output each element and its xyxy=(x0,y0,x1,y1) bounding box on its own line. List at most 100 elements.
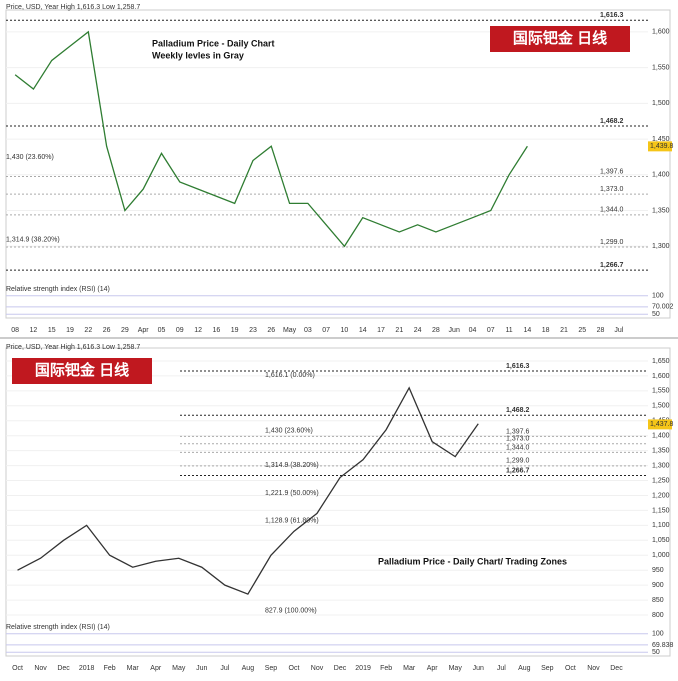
x-tick-label: 28 xyxy=(597,327,605,334)
x-tick-label: Jul xyxy=(497,665,506,672)
y-tick-label: 1,200 xyxy=(652,492,670,499)
x-tick-label: 26 xyxy=(267,327,275,334)
x-tick-label: 18 xyxy=(542,327,550,334)
x-tick-label: 12 xyxy=(30,327,38,334)
x-tick-label: May xyxy=(172,665,186,672)
x-tick-label: Dec xyxy=(334,665,347,672)
fib-label: 1,616.1 (0.00%) xyxy=(265,372,315,379)
level-label: 1,266.7 xyxy=(600,262,623,269)
fib-label: 827.9 (100.00%) xyxy=(265,608,317,615)
y-tick-label: 800 xyxy=(652,612,664,619)
level-label: 1,397.6 xyxy=(506,428,529,435)
x-tick-label: Dec xyxy=(610,665,623,672)
x-tick-label: 10 xyxy=(341,327,349,334)
x-tick-label: Sep xyxy=(541,665,554,672)
level-label: 1,299.0 xyxy=(600,239,623,246)
x-tick-label: 28 xyxy=(432,327,440,334)
x-tick-label: Apr xyxy=(427,665,439,672)
level-label: 1,344.0 xyxy=(506,444,529,451)
level-label: 1,299.0 xyxy=(506,458,529,465)
y-tick-label: 1,600 xyxy=(652,29,670,36)
plot-frame xyxy=(5,9,671,319)
x-tick-label: Nov xyxy=(587,665,600,672)
x-tick-label: Jun xyxy=(196,665,207,672)
x-tick-label: 29 xyxy=(121,327,129,334)
level-label: 1,468.2 xyxy=(600,118,623,125)
x-tick-label: 04 xyxy=(469,327,477,334)
header: Price, USD, Year High 1,616.3 Low 1,258.… xyxy=(6,344,140,351)
x-tick-label: 05 xyxy=(158,327,166,334)
fib-label: 1,430 (23.60%) xyxy=(6,154,54,161)
x-tick-label: 19 xyxy=(231,327,239,334)
level-label: 1,468.2 xyxy=(506,407,529,414)
x-tick-label: May xyxy=(283,327,297,334)
rsi-tick-label: 50 xyxy=(652,649,660,656)
x-tick-label: Mar xyxy=(403,665,416,672)
x-tick-label: 23 xyxy=(249,327,257,334)
x-tick-label: Oct xyxy=(565,665,576,672)
x-tick-label: Nov xyxy=(34,665,47,672)
y-tick-label: 1,150 xyxy=(652,507,670,514)
x-tick-label: 09 xyxy=(176,327,184,334)
header: Price, USD, Year High 1,616.3 Low 1,258.… xyxy=(6,4,140,11)
y-tick-label: 1,600 xyxy=(652,373,670,380)
y-tick-label: 1,500 xyxy=(652,403,670,410)
badge-box xyxy=(490,26,630,52)
x-tick-label: 24 xyxy=(414,327,422,334)
rsi-tick-label: 100 xyxy=(652,293,664,300)
y-tick-label: 1,050 xyxy=(652,537,670,544)
x-tick-label: 19 xyxy=(66,327,74,334)
y-tick-label: 1,550 xyxy=(652,64,670,71)
y-tick-label: 1,650 xyxy=(652,358,670,365)
x-tick-label: 25 xyxy=(578,327,586,334)
y-tick-label: 1,250 xyxy=(652,477,670,484)
x-tick-label: Apr xyxy=(150,665,162,672)
y-tick-label: 1,450 xyxy=(652,136,670,143)
x-tick-label: May xyxy=(449,665,463,672)
x-tick-label: 08 xyxy=(11,327,19,334)
fib-label: 1,430 (23.60%) xyxy=(265,428,313,435)
y-tick-label: 950 xyxy=(652,567,664,574)
level-label: 1,373.0 xyxy=(506,436,529,443)
y-tick-label: 1,550 xyxy=(652,388,670,395)
y-tick-label: 1,000 xyxy=(652,552,670,559)
x-tick-label: Mar xyxy=(127,665,140,672)
level-label: 1,616.3 xyxy=(600,12,623,19)
x-tick-label: 21 xyxy=(395,327,403,334)
x-tick-label: 11 xyxy=(505,327,512,334)
chart-title: Palladium Price - Daily Chart xyxy=(152,38,275,48)
x-tick-label: Feb xyxy=(104,665,116,672)
rsi-tick-label: 70.002 xyxy=(652,304,674,311)
x-tick-label: 03 xyxy=(304,327,312,334)
x-tick-label: 26 xyxy=(103,327,111,334)
rsi-label: Relative strength index (RSI) (14) xyxy=(6,286,110,293)
x-tick-label: 15 xyxy=(48,327,56,334)
y-tick-label: 1,300 xyxy=(652,243,670,250)
x-tick-label: Aug xyxy=(242,665,255,672)
x-tick-label: 14 xyxy=(359,327,367,334)
x-tick-label: Sep xyxy=(265,665,278,672)
badge-box xyxy=(12,358,152,384)
x-tick-label: 21 xyxy=(560,327,568,334)
y-tick-label: 1,100 xyxy=(652,522,670,529)
x-tick-label: Dec xyxy=(57,665,70,672)
chart-subtitle: Weekly levles in Gray xyxy=(152,50,244,60)
fib-label: 1,221.9 (50.00%) xyxy=(265,490,319,497)
y-tick-label: 1,500 xyxy=(652,100,670,107)
level-label: 1,616.3 xyxy=(506,363,529,370)
y-tick-label: 1,400 xyxy=(652,433,670,440)
fib-label: 1,314.9 (38.20%) xyxy=(265,462,319,469)
rsi-tick-label: 50 xyxy=(652,311,660,318)
x-tick-label: Aug xyxy=(518,665,531,672)
x-tick-label: 22 xyxy=(84,327,92,334)
x-tick-label: Apr xyxy=(138,327,150,334)
x-tick-label: 07 xyxy=(487,327,495,334)
level-label: 1,266.7 xyxy=(506,467,529,474)
y-tick-label: 1,350 xyxy=(652,207,670,214)
y-tick-label: 900 xyxy=(652,582,664,589)
x-tick-label: 16 xyxy=(212,327,220,334)
y-tick-label: 1,300 xyxy=(652,462,670,469)
y-tick-label: 850 xyxy=(652,597,664,604)
